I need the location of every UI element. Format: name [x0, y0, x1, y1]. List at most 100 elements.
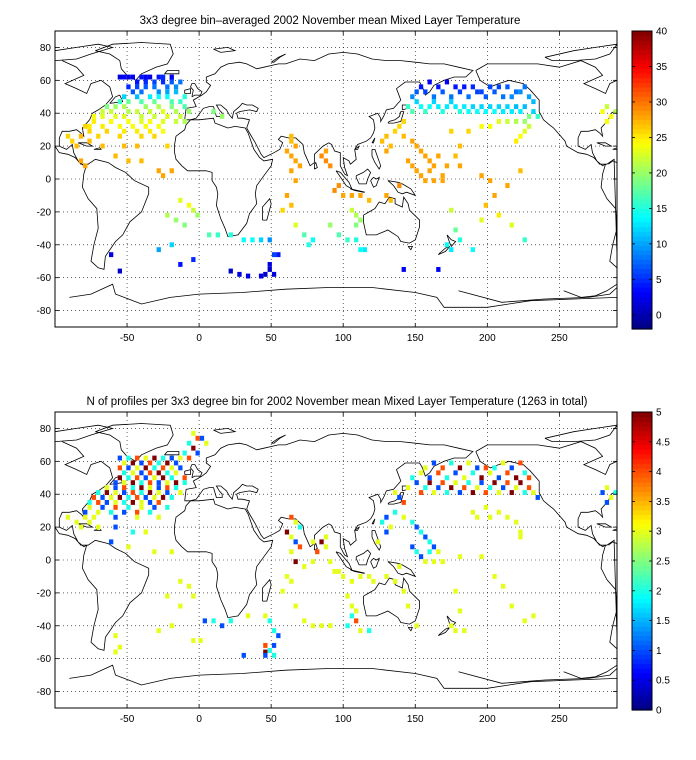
data-cell [165, 89, 170, 95]
colorbar-step [632, 644, 652, 651]
data-cell [310, 237, 316, 243]
data-cell [449, 460, 454, 466]
data-cell [109, 539, 114, 545]
colorbar-step [632, 166, 652, 172]
colorbar-step [632, 626, 652, 632]
colorbar-step [632, 287, 652, 293]
data-cell [178, 455, 183, 461]
data-cell [228, 618, 233, 624]
colorbar-step [632, 472, 652, 478]
data-cell [280, 207, 285, 213]
data-cell [436, 104, 441, 110]
colorbar-step [632, 119, 652, 125]
data-cell [135, 84, 140, 90]
data-cell [152, 475, 157, 481]
data-cell [267, 237, 272, 243]
data-cell [182, 94, 187, 100]
data-cell [109, 119, 114, 124]
data-cell [152, 465, 157, 471]
coastline-segment [184, 88, 191, 94]
data-cell [113, 104, 118, 110]
data-cell [135, 475, 140, 481]
colorbar-tick-label: 2 [656, 586, 662, 597]
data-cell [147, 500, 153, 505]
colorbar-step [632, 156, 652, 162]
data-cell [109, 495, 114, 500]
coastline-segment [544, 43, 618, 61]
data-cell [289, 514, 294, 520]
data-cell [354, 222, 359, 228]
data-cell [169, 623, 174, 629]
data-cell [384, 193, 389, 198]
data-cell [518, 109, 523, 114]
y-tick-label: 40 [40, 109, 52, 120]
colorbar-step [632, 556, 652, 562]
data-cell [475, 89, 480, 95]
data-cell [284, 529, 290, 535]
data-cell [418, 470, 424, 476]
data-cell [191, 445, 196, 451]
data-cell [418, 529, 424, 535]
data-cell [466, 109, 471, 114]
data-cell [173, 470, 179, 476]
colorbar-step [632, 31, 652, 37]
colorbar-step [632, 696, 652, 702]
data-cell [423, 534, 428, 540]
colorbar-step [632, 198, 652, 204]
colorbar-tick-label: 5 [656, 408, 662, 419]
y-tick-label: 0 [45, 556, 51, 567]
data-cell [418, 490, 424, 495]
colorbar-step [632, 68, 652, 74]
colorbar-step [632, 565, 652, 571]
data-cell [130, 490, 135, 495]
data-cell [609, 495, 614, 500]
coastline-segment [407, 245, 414, 251]
colorbar-step [632, 105, 652, 111]
coastline-segment [95, 42, 174, 81]
coastline-segment [262, 197, 272, 221]
colorbar-step [632, 691, 652, 697]
data-cell [130, 529, 135, 535]
data-cell [427, 79, 432, 85]
y-tick-label: -60 [37, 273, 52, 284]
data-cell [293, 143, 298, 149]
data-cell [440, 465, 445, 471]
data-cell [449, 247, 454, 253]
data-cell [492, 193, 497, 198]
data-cell [496, 119, 501, 124]
colorbar-step [632, 161, 652, 167]
data-cell [169, 465, 174, 471]
data-cell [289, 578, 294, 584]
data-cell [483, 490, 488, 495]
data-cell [526, 94, 532, 100]
colorbar-tick-label: 1 [656, 646, 662, 657]
coastline-segment [387, 111, 405, 124]
data-cell [156, 514, 161, 520]
data-cell [96, 133, 101, 139]
colorbar-tick-label: 10 [656, 239, 668, 250]
data-cell [263, 652, 268, 658]
data-cell [401, 588, 406, 594]
data-cell [160, 119, 166, 124]
data-cell [178, 465, 183, 471]
data-cell [349, 613, 354, 619]
colorbar-step [632, 607, 652, 613]
data-cell [613, 109, 618, 114]
colorbar-step [632, 249, 652, 256]
data-cell [392, 578, 398, 584]
coastline-segment [190, 464, 203, 479]
coastline-segment [371, 530, 382, 551]
colorbar-step [632, 217, 652, 223]
colorbar-step [632, 263, 652, 270]
colorbar-tick-label: 2.5 [656, 557, 670, 568]
colorbar-tick-label: 4.5 [656, 437, 670, 448]
coastline-segment [164, 70, 180, 75]
data-cell [358, 628, 363, 634]
data-cell [160, 475, 166, 481]
data-cell [444, 163, 450, 169]
data-cell [96, 524, 101, 530]
data-cell [431, 178, 437, 184]
data-cell [358, 574, 363, 579]
coastline-segment [446, 615, 457, 629]
data-cell [147, 509, 153, 515]
